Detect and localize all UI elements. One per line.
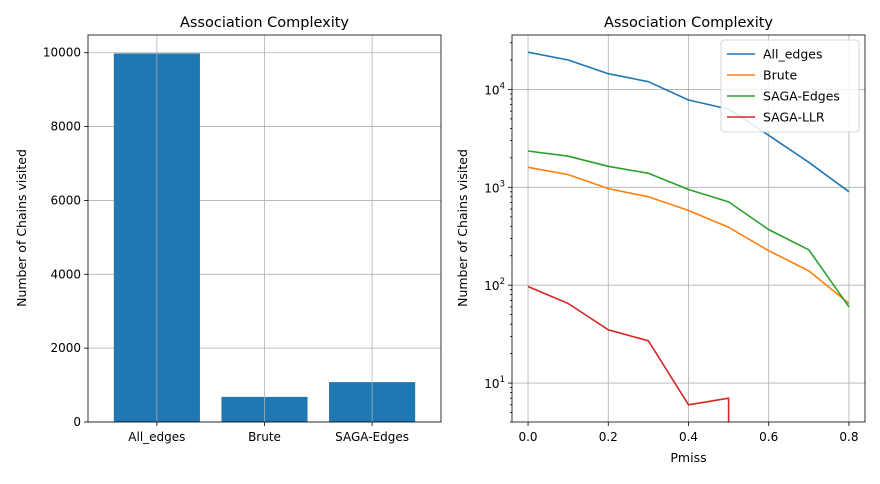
x-tick-label: 0.0 <box>518 430 537 444</box>
legend-label-brute: Brute <box>763 68 798 83</box>
series-line-all-edges <box>527 51 850 193</box>
bar-chart-ylabel: Number of Chains visited <box>14 149 29 307</box>
line-chart-frame <box>511 34 866 423</box>
x-tick-label: All_edges <box>128 430 185 444</box>
legend-label-all-edges: All_edges <box>763 47 823 62</box>
line-chart-x-axis: 0.0 0.2 0.4 0.6 0.8 <box>518 422 859 444</box>
legend-box <box>720 39 860 133</box>
x-tick-label: Brute <box>248 430 281 444</box>
x-tick-label: 0.6 <box>759 430 778 444</box>
x-tick-label: 0.4 <box>679 430 698 444</box>
legend-label-saga-edges: SAGA-Edges <box>763 89 840 104</box>
line-chart-xlabel: Pmiss <box>670 450 706 465</box>
series-line-brute <box>527 166 850 305</box>
x-tick-label: 0.8 <box>839 430 858 444</box>
y-tick-label: 104 <box>484 81 505 97</box>
y-tick-label: 10000 <box>43 46 81 60</box>
x-tick-label: 0.2 <box>599 430 618 444</box>
line-chart-ylabel: Number of Chains visited <box>455 149 470 307</box>
series-line-saga-llr <box>527 285 730 422</box>
line-chart: Association Complexity Number of Chains … <box>455 15 866 465</box>
legend-label-saga-llr: SAGA-LLR <box>763 110 825 125</box>
y-tick-label: 2000 <box>50 341 81 355</box>
y-tick-label: 101 <box>484 375 505 391</box>
bar-chart-y-axis: 0 2000 4000 6000 8000 10000 <box>43 46 88 429</box>
bar-chart-frame <box>87 34 442 423</box>
x-tick-label: SAGA-Edges <box>335 430 409 444</box>
y-tick-label: 6000 <box>50 193 81 207</box>
y-tick-label: 4000 <box>50 267 81 281</box>
line-chart-series <box>527 51 850 422</box>
bar-chart-title: Association Complexity <box>180 15 349 31</box>
bar-chart-x-axis: All_edges Brute SAGA-Edges <box>128 422 409 444</box>
y-tick-label: 103 <box>484 179 505 195</box>
line-chart-title: Association Complexity <box>604 15 773 31</box>
series-line-saga-edges <box>527 150 850 308</box>
y-tick-label: 8000 <box>50 120 81 134</box>
y-tick-label: 0 <box>73 415 81 429</box>
bar-chart: Association Complexity Number of Chains … <box>14 15 442 444</box>
line-chart-legend: All_edges Brute SAGA-Edges SAGA-LLR <box>720 39 860 133</box>
line-chart-y-axis: 101 102 103 104 <box>484 42 512 423</box>
bar-chart-bars <box>113 35 416 422</box>
y-tick-label: 102 <box>484 277 505 293</box>
